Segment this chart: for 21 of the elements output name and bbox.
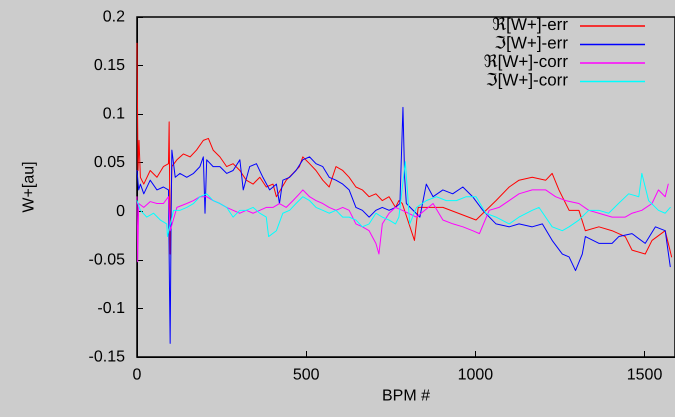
line-series (136, 106, 671, 344)
y-tick-label: 0.2 (102, 8, 126, 26)
y-tick-label: 0.05 (94, 154, 126, 172)
x-tick-label: 0 (132, 366, 142, 384)
y-tick-label: 0 (116, 202, 126, 220)
x-tick-label: 500 (292, 366, 320, 384)
y-tick-label: 0.15 (94, 57, 126, 74)
legend-label: ℑ[W+]-corr (486, 70, 568, 90)
y-tick-label: -0.1 (97, 300, 126, 317)
y-tick-label: -0.05 (88, 251, 126, 268)
y-axis-title: W+[au] (20, 161, 38, 213)
line-series (136, 161, 671, 238)
x-tick-label: 1500 (626, 366, 662, 384)
y-tick-label: 0.1 (102, 106, 126, 123)
legend-label: ℜ[W+]-err (492, 15, 568, 34)
x-tick-label: 1000 (458, 366, 494, 384)
legend-label: ℜ[W+]-corr (484, 52, 568, 71)
line-series (136, 184, 669, 262)
legend-label: ℑ[W+]-err (494, 34, 568, 52)
y-tick-label: -0.15 (88, 348, 126, 366)
x-axis-title: BPM # (382, 387, 430, 404)
